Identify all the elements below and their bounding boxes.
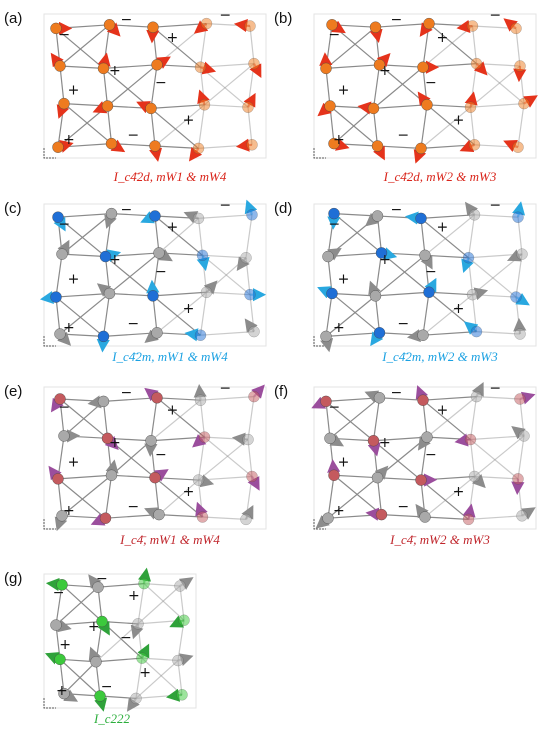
phase-sign: − [53,585,65,601]
panel-caption-c: I_c4̄2m, mW1 & mW4 [112,349,228,364]
phase-sign: + [139,665,151,681]
phase-sign: + [167,30,179,46]
phase-sign: − [155,447,167,463]
phase-sign: + [167,220,179,236]
phase-sign: + [333,503,345,519]
phase-sign: − [397,499,409,515]
panel-label-c: (c) [4,200,22,217]
phase-sign: − [58,27,70,43]
phase-sign: − [328,400,340,416]
phase-sign: + [59,637,71,653]
phase-sign: − [328,217,340,233]
phase-sign: − [219,197,231,213]
phase-sign: + [338,454,350,470]
phase-sign: − [489,197,501,213]
crystal-structure-g: − − + + + − + − + [43,567,197,712]
panel-caption-a: I_c4̄2d, mW1 & mW4 [113,169,227,184]
panel-label-b: (b) [274,10,293,27]
panel-label-d: (d) [274,200,293,217]
crystal-structure-d: − − + + + − + − + − [313,197,537,353]
phase-sign: + [109,63,121,79]
phase-sign: − [96,571,108,587]
panel-caption-f: I_c4̄, mW2 & mW3 [390,532,490,547]
phase-sign: − [425,447,437,463]
phase-sign: − [155,75,167,91]
phase-sign: − [58,217,70,233]
phase-sign: − [391,385,403,401]
phase-sign: − [58,400,70,416]
phase-sign: − [120,630,132,646]
phase-sign: + [333,132,345,148]
crystal-structure-a: − − + + + − + − + − [43,8,267,162]
phase-sign: + [56,683,68,699]
phase-sign: − [489,380,501,396]
phase-sign: + [167,403,179,419]
phase-sign: − [489,8,501,24]
phase-sign: − [121,202,133,218]
phase-sign: + [183,113,195,129]
phase-sign: − [425,75,437,91]
phase-sign: − [127,316,139,332]
phase-sign: − [127,128,139,144]
panel-label-a: (a) [4,10,23,27]
phase-sign: − [127,499,139,515]
phase-sign: + [453,113,465,129]
phase-sign: − [219,8,231,24]
phase-sign: + [68,271,80,287]
phase-sign: + [453,301,465,317]
phase-sign: + [183,484,195,500]
phase-sign: + [63,503,75,519]
phase-sign: + [63,320,75,336]
crystal-structure-f: − − + + + − + − + − [311,380,537,530]
panel-caption-g: I_c222 [93,711,131,726]
phase-sign: + [379,252,391,268]
phase-sign: + [63,132,75,148]
phase-sign: + [338,271,350,287]
phase-sign: − [397,316,409,332]
phase-sign: + [437,30,449,46]
crystal-structure-e: − − + + + − + − + − [43,380,267,532]
phase-sign: − [155,264,167,280]
phase-sign: + [88,619,100,635]
panel-label-g: (g) [4,570,23,587]
phase-sign: + [379,435,391,451]
phase-sign: + [128,588,140,604]
panel-label-e: (e) [4,383,23,400]
crystal-structure-c: − − + + + − + − + − [39,197,267,353]
panel-caption-e: I_c4̄, mW1 & mW4 [120,532,220,547]
phase-sign: − [121,385,133,401]
phase-sign: + [68,454,80,470]
phase-sign: − [219,380,231,396]
phase-sign: − [391,202,403,218]
phase-sign: + [437,403,449,419]
phase-sign: + [109,435,121,451]
panel-caption-d: I_c4̄2m, mW2 & mW3 [382,349,498,364]
crystal-structure-b: − − + + + − + − + − [313,8,538,164]
phase-sign: − [397,128,409,144]
phase-sign: − [425,264,437,280]
phase-sign: − [101,679,113,695]
phase-sign: − [328,27,340,43]
panel-caption-b: I_c4̄2d, mW2 & mW3 [383,169,497,184]
phase-sign: + [109,252,121,268]
phase-sign: + [379,63,391,79]
phase-sign: + [338,83,350,99]
phase-sign: + [333,320,345,336]
phase-sign: + [437,220,449,236]
phase-sign: + [68,83,80,99]
panel-label-f: (f) [274,383,289,400]
phase-sign: + [183,301,195,317]
phase-sign: + [453,484,465,500]
phase-sign: − [121,12,133,28]
phase-sign: − [391,12,403,28]
